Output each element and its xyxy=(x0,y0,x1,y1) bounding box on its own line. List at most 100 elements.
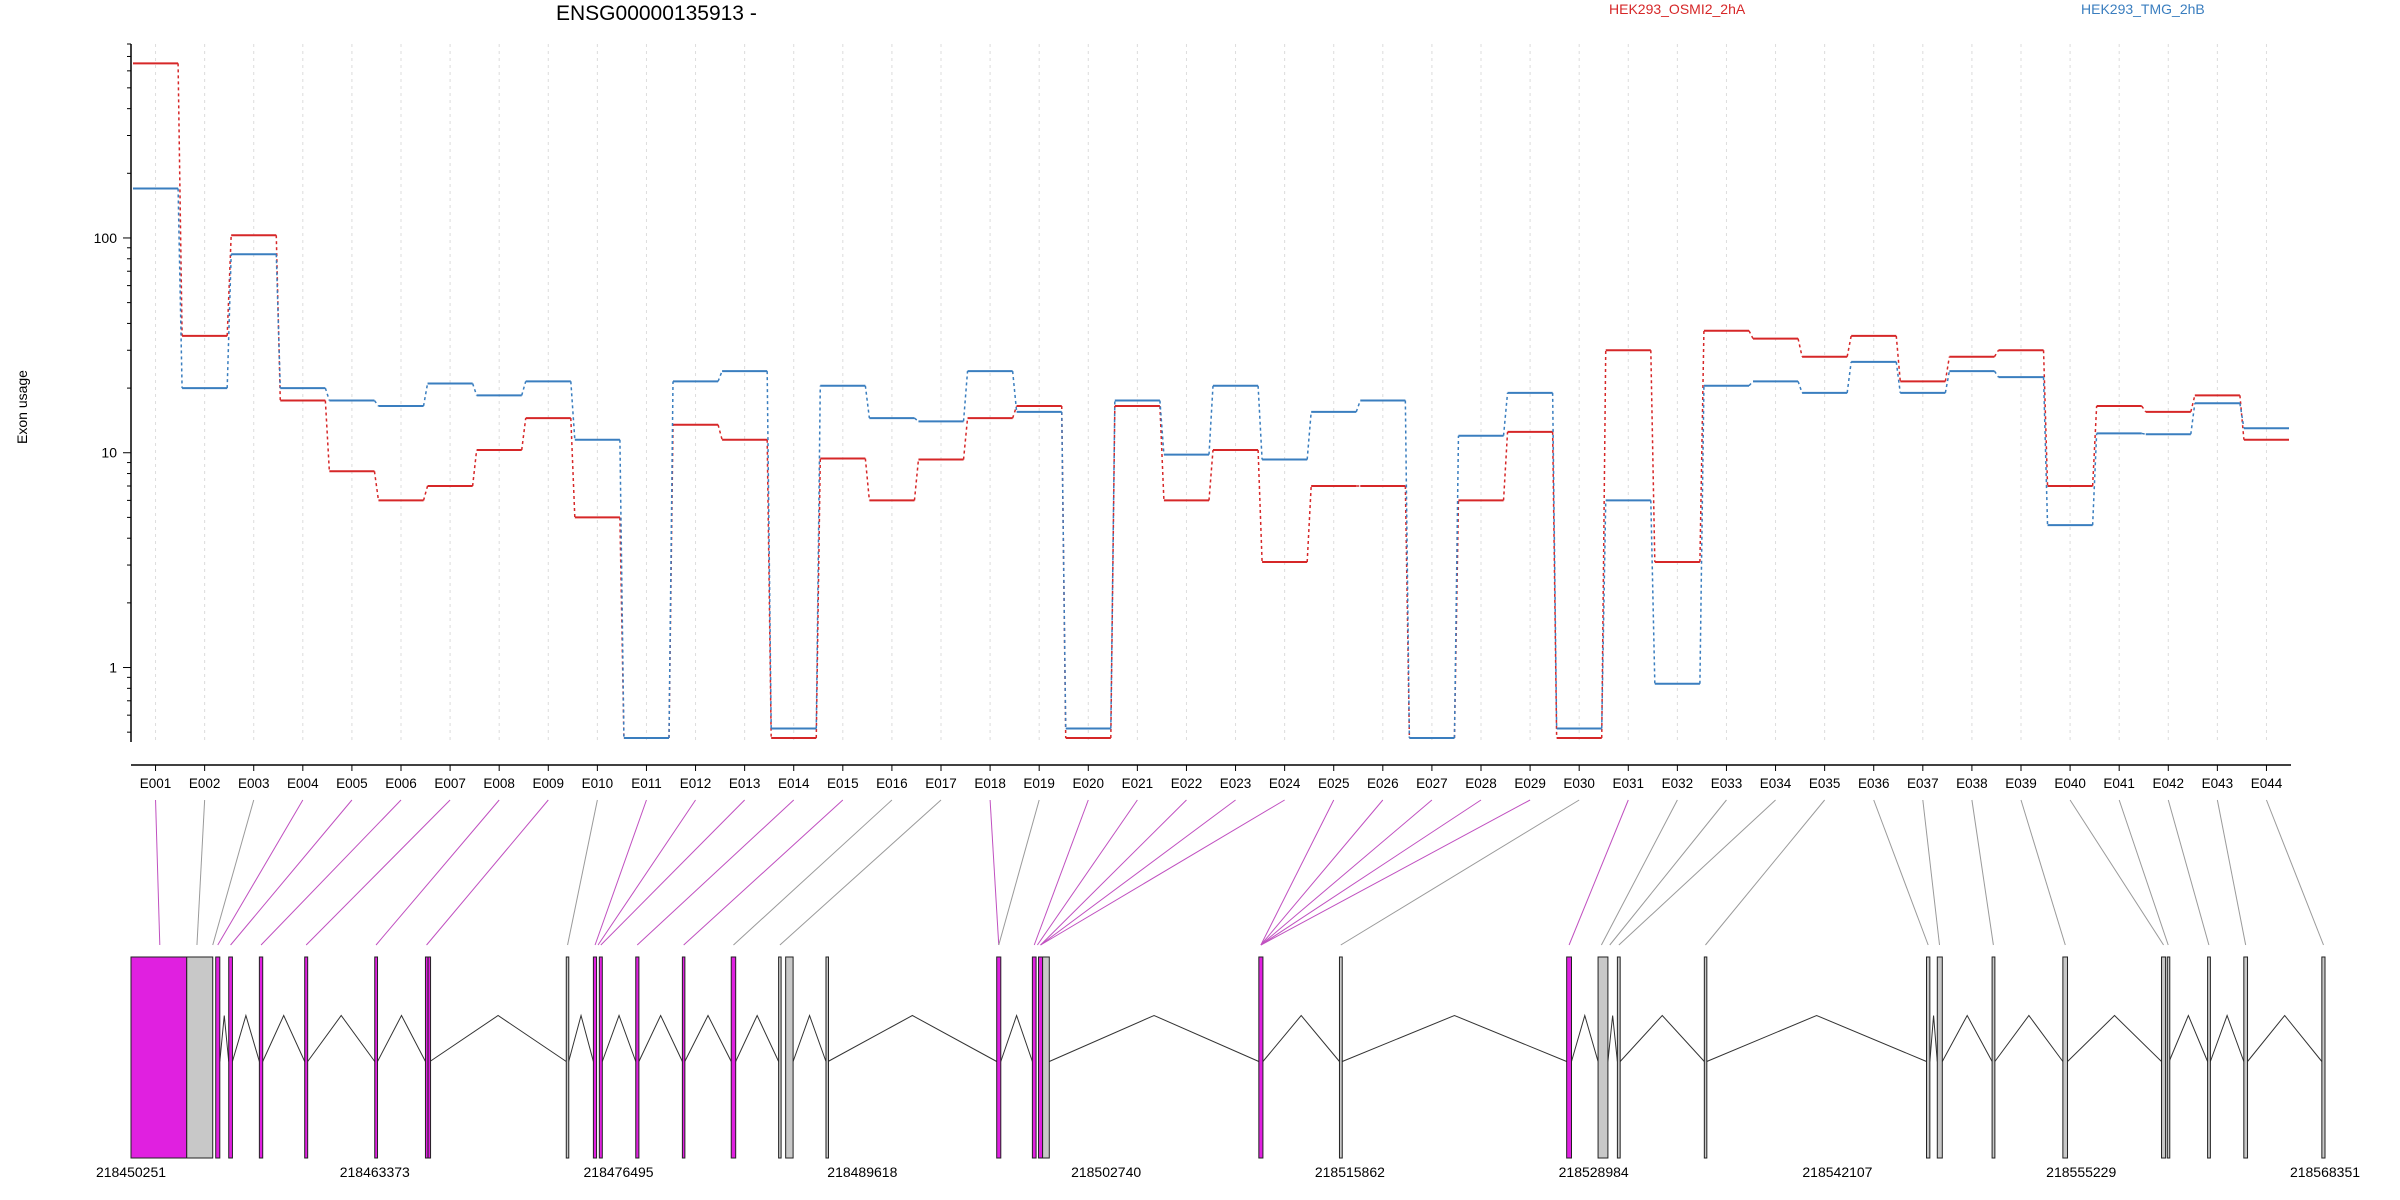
x-tick-label: E033 xyxy=(1711,776,1743,791)
series-join xyxy=(1257,385,1263,460)
series-join xyxy=(1748,380,1754,387)
exon-box xyxy=(1703,956,1708,1159)
intron-line xyxy=(1929,1015,1938,1062)
intron-line xyxy=(1994,1014,2064,1062)
series-join xyxy=(1993,349,2000,358)
intron-line xyxy=(1607,1015,1618,1062)
series-join xyxy=(275,254,282,389)
series-join xyxy=(2141,405,2147,413)
intron-line xyxy=(377,1014,426,1062)
series-join xyxy=(1011,405,1018,419)
exon-box xyxy=(186,956,214,1159)
exon-box xyxy=(635,956,640,1159)
coordinate-label: 218463373 xyxy=(340,1164,410,1180)
series-join xyxy=(2042,350,2049,487)
series-join xyxy=(520,417,527,451)
x-tick-label: E010 xyxy=(582,776,614,791)
exon-box xyxy=(1926,956,1931,1159)
series-join xyxy=(1993,370,2000,378)
x-tick-label: E012 xyxy=(680,776,712,791)
exon-connector xyxy=(636,799,795,946)
x-tick-label: E025 xyxy=(1318,776,1350,791)
series-join xyxy=(324,387,331,401)
intron-line xyxy=(219,1015,230,1062)
exon-box xyxy=(1031,956,1037,1159)
intron-line xyxy=(1941,1014,1993,1062)
exon-connector xyxy=(2167,799,2210,946)
series-join xyxy=(2190,403,2196,435)
series-join xyxy=(1306,411,1312,460)
exon-connector xyxy=(1568,799,1629,946)
series-join xyxy=(422,383,429,407)
series-join xyxy=(2190,395,2196,413)
series-join xyxy=(177,63,183,336)
intron-line xyxy=(2168,1014,2209,1062)
series-join xyxy=(422,485,429,501)
series-join xyxy=(226,254,232,389)
exon-box xyxy=(215,956,221,1159)
series-join xyxy=(471,383,478,396)
exon-connectors xyxy=(155,799,2324,946)
x-tick-label: E040 xyxy=(2054,776,2086,791)
x-tick-label: E004 xyxy=(287,776,319,791)
exon-box xyxy=(1038,956,1044,1159)
series-join xyxy=(2091,405,2098,487)
exon-box xyxy=(2166,956,2171,1159)
exon-box xyxy=(592,956,598,1159)
gene-title: ENSG00000135913 - xyxy=(556,2,757,25)
exon-box xyxy=(427,956,432,1159)
series-join xyxy=(766,439,772,738)
series-join xyxy=(913,417,919,422)
series-join xyxy=(1306,485,1312,563)
exon-connector xyxy=(230,799,353,946)
exon-connector xyxy=(989,799,1000,946)
series-join xyxy=(815,458,822,738)
series-join xyxy=(1257,449,1263,563)
exon-connector xyxy=(2020,799,2066,946)
exon-connector xyxy=(567,799,598,946)
gene-model xyxy=(130,956,2326,1159)
intron-line xyxy=(1342,1014,1567,1062)
exon-box xyxy=(1597,956,1609,1159)
series-join xyxy=(1208,385,1214,455)
x-tick-label: E032 xyxy=(1662,776,1694,791)
exon-box xyxy=(374,956,379,1159)
series-join xyxy=(570,418,576,518)
series-join xyxy=(324,400,331,472)
series-join xyxy=(668,381,674,738)
series-join xyxy=(1699,330,1705,562)
exon-box xyxy=(228,956,233,1159)
exon-box xyxy=(2062,956,2069,1159)
exon-connector xyxy=(683,799,844,946)
exon-connector xyxy=(998,799,1040,946)
series-join xyxy=(1011,371,1018,412)
series-join xyxy=(373,471,380,501)
exon-box xyxy=(825,956,829,1159)
x-tick-label: E041 xyxy=(2103,776,2135,791)
x-tick-label: E036 xyxy=(1858,776,1890,791)
exon-box xyxy=(598,956,603,1159)
exon-box xyxy=(2161,956,2167,1159)
x-tick-label: E007 xyxy=(434,776,466,791)
series-join xyxy=(1748,330,1754,339)
exon-box xyxy=(1566,956,1572,1159)
gridlines xyxy=(155,44,2267,742)
series-join xyxy=(1502,431,1509,501)
exon-connector xyxy=(212,799,255,946)
x-tick-label: E037 xyxy=(1907,776,1939,791)
exon-box xyxy=(1042,956,1050,1159)
series-join xyxy=(1110,406,1116,738)
series-join xyxy=(1944,356,1951,382)
series-join xyxy=(1650,350,1656,562)
series-sample-a xyxy=(133,62,2289,739)
series-join xyxy=(2141,432,2146,435)
exon-connector xyxy=(1040,799,1236,946)
exon-connector xyxy=(1260,799,1335,946)
exon-connector xyxy=(1040,799,1285,946)
coordinate-label: 218502740 xyxy=(1071,1164,1141,1180)
intron-line xyxy=(827,1014,997,1062)
exon-connector xyxy=(1340,799,1580,946)
x-tick-label: E039 xyxy=(2005,776,2037,791)
series-join xyxy=(521,381,527,396)
x-tick-label: E034 xyxy=(1760,776,1792,791)
